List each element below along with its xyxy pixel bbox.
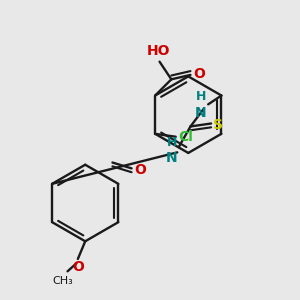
Text: O: O (193, 67, 205, 81)
Text: O: O (134, 163, 146, 177)
Text: Cl: Cl (178, 130, 193, 144)
Text: HO: HO (146, 44, 170, 58)
Text: H: H (196, 90, 207, 103)
Text: O: O (72, 260, 84, 274)
Text: CH₃: CH₃ (52, 276, 73, 286)
Text: N: N (166, 152, 177, 166)
Text: N: N (195, 106, 207, 120)
Text: S: S (214, 118, 224, 132)
Text: H: H (167, 136, 177, 148)
